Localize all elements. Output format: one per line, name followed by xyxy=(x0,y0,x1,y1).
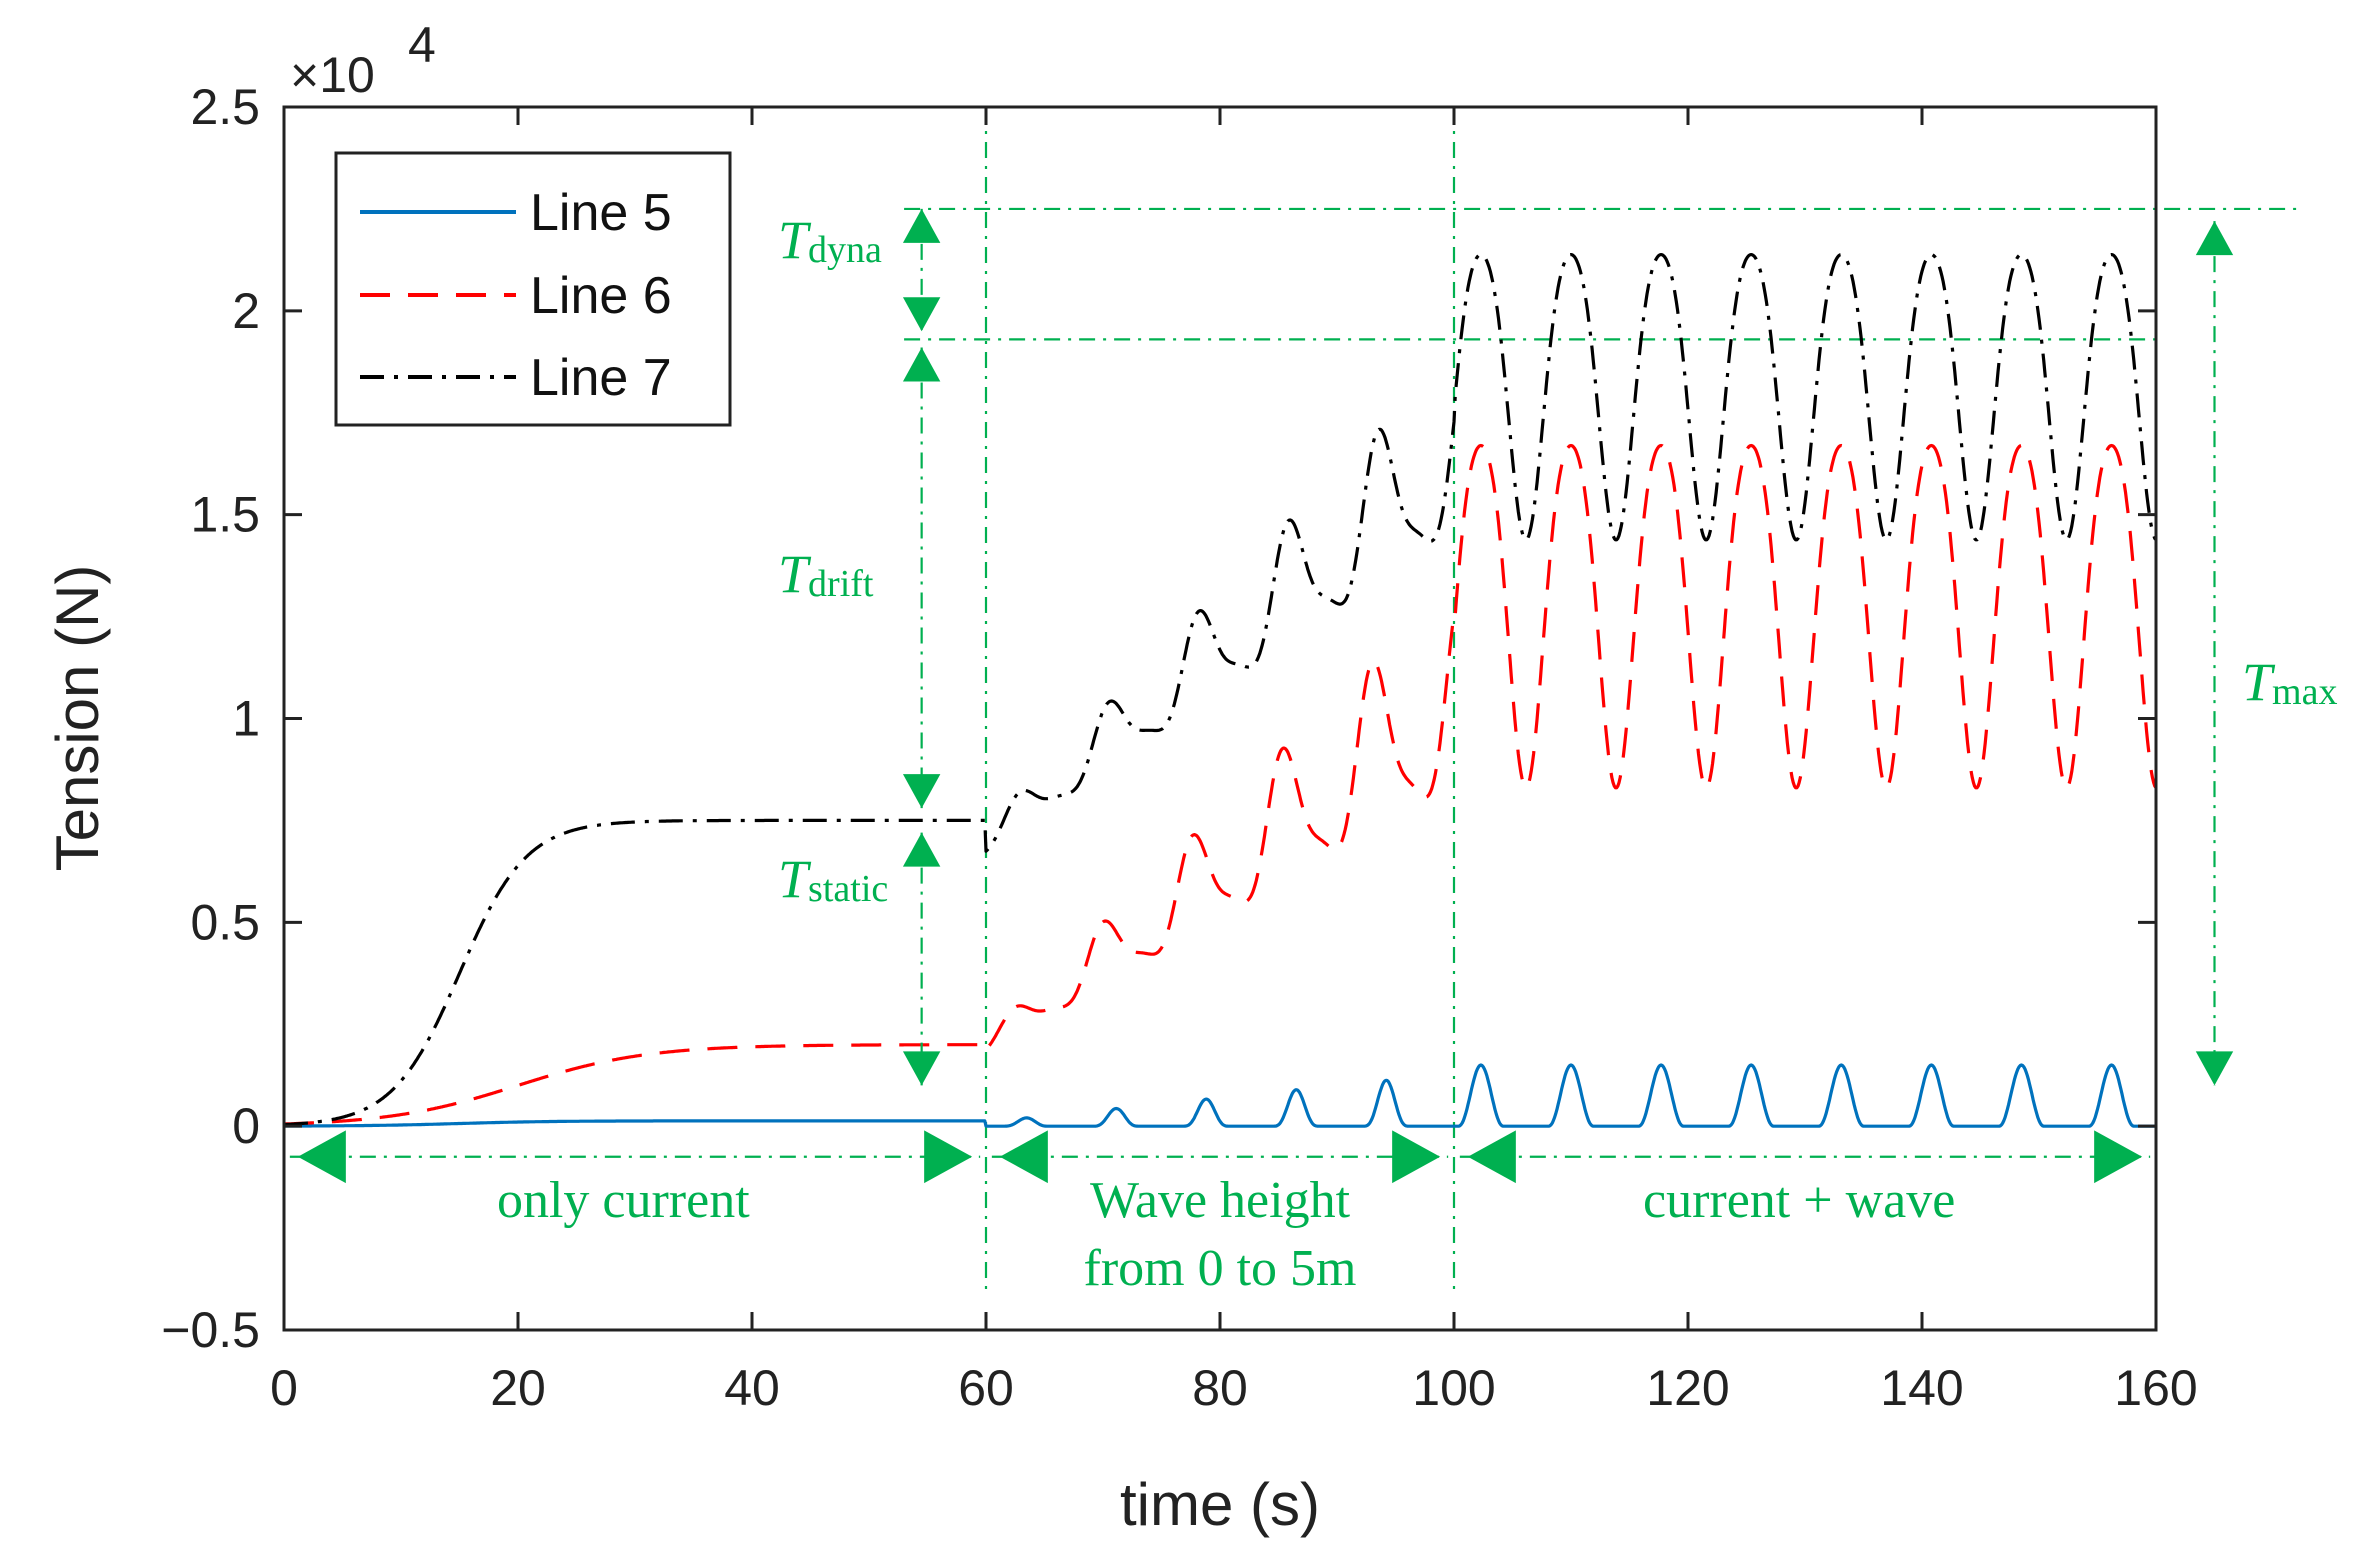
series-line-5 xyxy=(283,1063,2157,1128)
annotation-arrowhead xyxy=(902,832,941,867)
annotation-arrowhead xyxy=(902,297,941,332)
annotation-arrowhead xyxy=(2195,1051,2234,1086)
y-tick-label: 0 xyxy=(232,1098,260,1154)
y-tick-label: 2.5 xyxy=(190,79,260,135)
x-tick-label: 140 xyxy=(1880,1360,1963,1416)
region-label-current-wave: current + wave xyxy=(1643,1172,1955,1229)
x-axis-label: time (s) xyxy=(1120,1471,1320,1538)
x-tick-label: 100 xyxy=(1412,1360,1495,1416)
region-label-wave-height-range: from 0 to 5m xyxy=(1084,1240,1357,1297)
x-tick-label: 80 xyxy=(1192,1360,1248,1416)
annotation-arrowhead xyxy=(297,1130,346,1184)
legend-entry-line-6: Line 6 xyxy=(530,267,672,325)
annotation-arrowhead xyxy=(902,1051,941,1086)
x-tick-label: 0 xyxy=(270,1360,298,1416)
series-layer xyxy=(283,253,2158,1128)
axis-ticks: 0 20 40 60 80 100 120 140 160−0.500.511.522.5 xyxy=(161,79,2197,1416)
annotation-arrowhead xyxy=(902,774,941,809)
y-tick-label: 2 xyxy=(232,283,260,339)
region-label-only-current: only current xyxy=(497,1172,750,1229)
reference-lines xyxy=(904,107,2300,1290)
series-line-6 xyxy=(283,443,2158,1126)
x-tick-label: 40 xyxy=(724,1360,780,1416)
legend: Line 5 Line 6 Line 7 xyxy=(334,151,732,427)
y-tick-label: 1.5 xyxy=(190,487,260,543)
y-scale-multiplier: ×10 xyxy=(290,47,375,103)
annotation-arrowhead xyxy=(902,347,941,382)
x-tick-label: 20 xyxy=(490,1360,546,1416)
annotation-arrowhead xyxy=(902,208,941,243)
y-tick-label: −0.5 xyxy=(161,1302,260,1358)
annotation-arrowhead xyxy=(1467,1130,1516,1184)
region-label-wave-height: Wave height xyxy=(1090,1172,1351,1229)
t-drift-label: Tdrift xyxy=(778,544,874,605)
annotation-arrowhead xyxy=(2094,1130,2143,1184)
series-line-7 xyxy=(283,253,2158,1127)
annotation-arrowhead xyxy=(924,1130,973,1184)
t-static-label: Tstatic xyxy=(778,849,888,910)
x-tick-label: 60 xyxy=(958,1360,1014,1416)
legend-box xyxy=(334,151,732,427)
annotation-layer: Tdyna Tdrift Tstatic Tmax only current Wave h… xyxy=(289,208,2337,1297)
y-tick-label: 0.5 xyxy=(190,894,260,950)
annotation-arrowhead xyxy=(2195,221,2234,256)
annotation-arrowhead xyxy=(999,1130,1048,1184)
y-axis-label: Tension (N) xyxy=(44,565,111,872)
x-tick-label: 160 xyxy=(2114,1360,2197,1416)
annotation-arrowhead xyxy=(1392,1130,1441,1184)
t-dyna-label: Tdyna xyxy=(778,210,882,271)
legend-entry-line-7: Line 7 xyxy=(530,349,672,407)
y-tick-label: 1 xyxy=(232,691,260,747)
legend-entry-line-5: Line 5 xyxy=(530,184,672,242)
t-max-label: Tmax xyxy=(2242,652,2337,713)
x-tick-label: 120 xyxy=(1646,1360,1729,1416)
y-scale-exponent: 4 xyxy=(408,17,436,73)
